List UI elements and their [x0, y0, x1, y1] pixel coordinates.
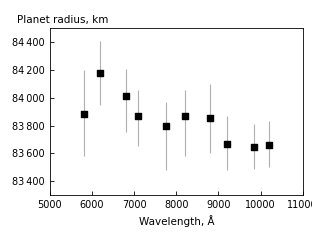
Point — [252, 145, 257, 149]
Point — [163, 124, 168, 128]
X-axis label: Wavelength, Å: Wavelength, Å — [139, 215, 214, 227]
Point — [182, 114, 187, 118]
Point — [266, 143, 271, 147]
Point — [224, 142, 229, 146]
Text: Planet radius, km: Planet radius, km — [17, 15, 109, 25]
Point — [98, 71, 103, 75]
Point — [207, 116, 212, 120]
Point — [136, 114, 141, 118]
Point — [123, 94, 128, 98]
Point — [81, 113, 86, 116]
